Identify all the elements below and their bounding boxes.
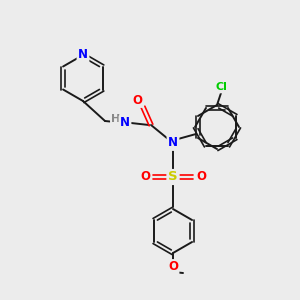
- Text: S: S: [168, 170, 178, 184]
- Text: N: N: [120, 116, 130, 130]
- Text: O: O: [196, 170, 206, 184]
- Text: O: O: [132, 94, 142, 106]
- Text: O: O: [168, 260, 178, 274]
- Text: N: N: [168, 136, 178, 149]
- Text: N: N: [78, 49, 88, 62]
- Text: O: O: [140, 170, 150, 184]
- Text: Cl: Cl: [215, 82, 227, 92]
- Text: H: H: [111, 114, 121, 124]
